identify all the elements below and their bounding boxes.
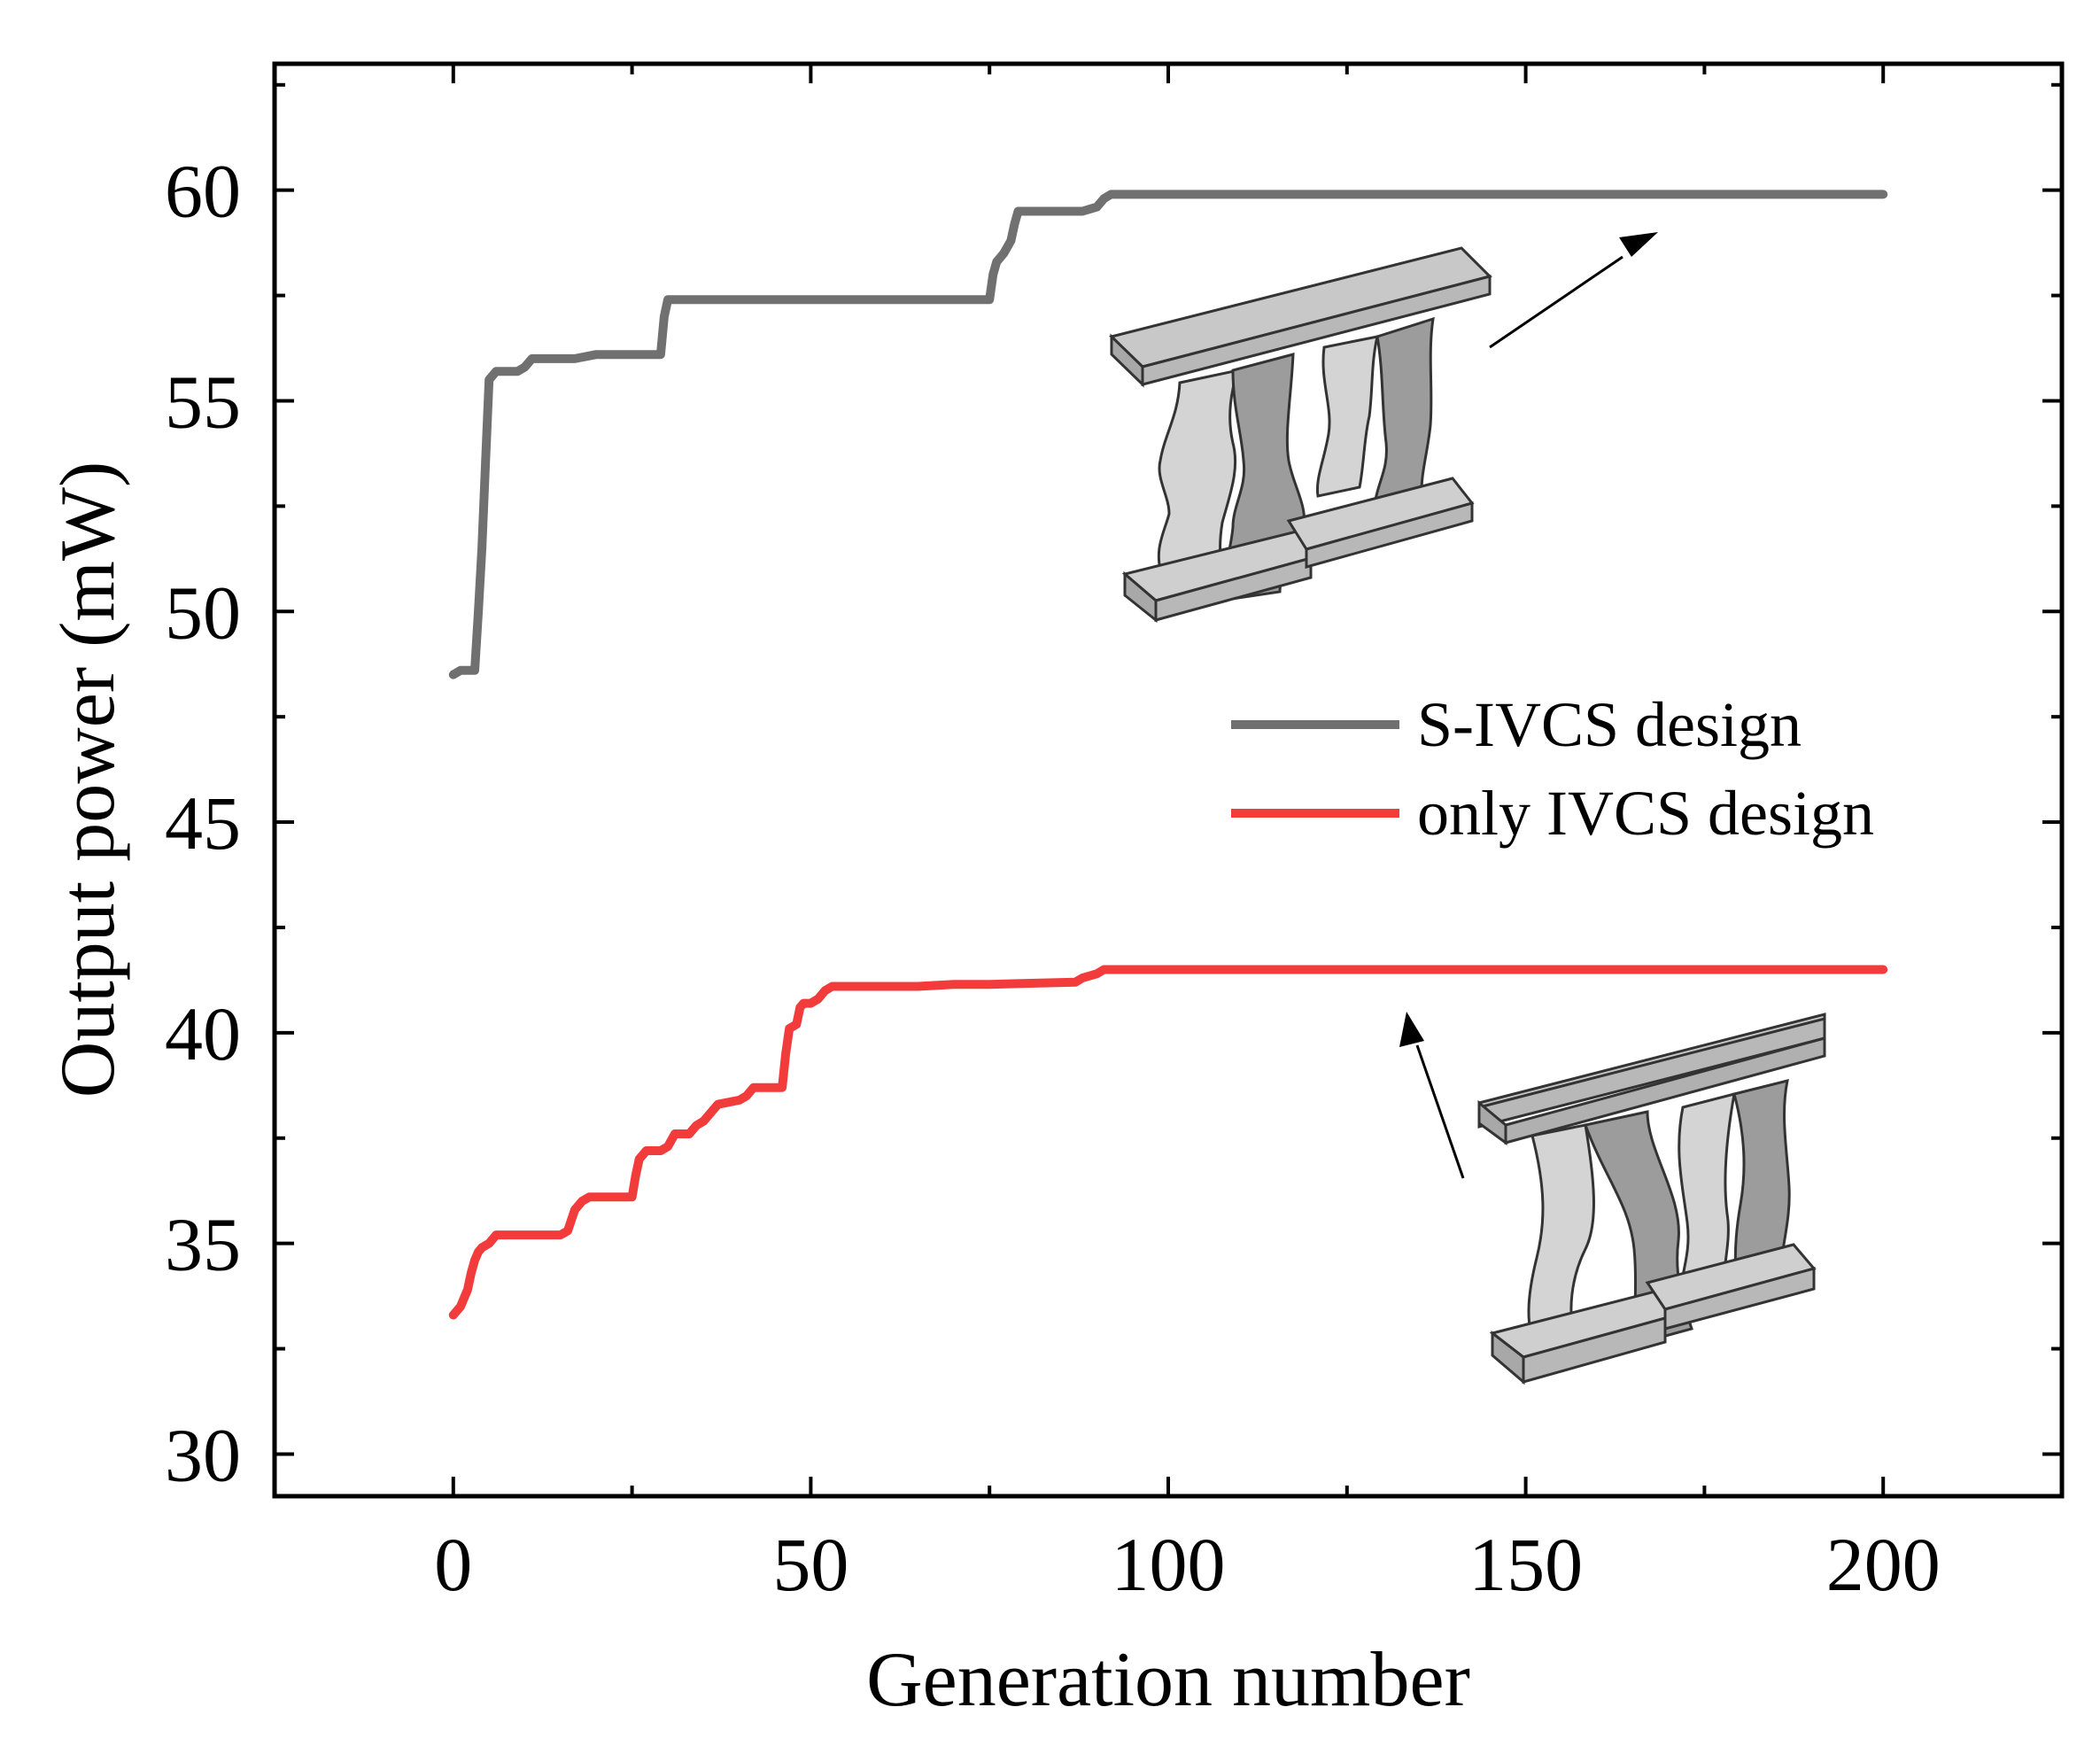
y-tick-label: 40 bbox=[165, 991, 241, 1076]
x-tick-label: 0 bbox=[434, 1522, 472, 1607]
ivcs-pointer-arrow bbox=[1415, 1044, 1465, 1179]
legend: S-IVCS design only IVCS design bbox=[1231, 689, 1874, 849]
ivcs-structure-illustration bbox=[1477, 1013, 1826, 1385]
s-ivcs-arrowhead-icon bbox=[1619, 232, 1658, 257]
series-line-only-ivcs bbox=[448, 965, 1888, 1320]
ivcs-arrowhead-icon bbox=[1399, 1012, 1424, 1047]
axis-ticks bbox=[273, 64, 2064, 1496]
y-tick-label: 45 bbox=[165, 780, 241, 865]
x-tick-labels: 0 50 100 150 200 bbox=[434, 1522, 1940, 1607]
y-tick-label: 50 bbox=[165, 570, 241, 655]
x-tick-label: 150 bbox=[1468, 1522, 1583, 1607]
x-axis-title: Generation number bbox=[866, 1637, 1470, 1723]
series-line-s-ivcs bbox=[448, 190, 1888, 679]
legend-label-s-ivcs: S-IVCS design bbox=[1417, 689, 1802, 760]
y-tick-label: 60 bbox=[165, 149, 241, 234]
y-tick-labels: 30 35 40 45 50 55 60 bbox=[165, 149, 241, 1498]
y-tick-label: 35 bbox=[165, 1202, 241, 1287]
series-lines bbox=[448, 190, 1888, 1320]
y-axis-title: Output power (mW) bbox=[45, 462, 131, 1098]
x-tick-label: 100 bbox=[1112, 1522, 1226, 1607]
x-tick-label: 50 bbox=[772, 1522, 849, 1607]
x-tick-label: 200 bbox=[1826, 1522, 1941, 1607]
s-ivcs-pointer-arrow bbox=[1489, 255, 1623, 349]
y-tick-label: 30 bbox=[165, 1412, 241, 1497]
legend-label-only-ivcs: only IVCS design bbox=[1417, 778, 1874, 849]
y-tick-label: 55 bbox=[165, 359, 241, 444]
s-ivcs-structure-illustration bbox=[1109, 246, 1492, 624]
